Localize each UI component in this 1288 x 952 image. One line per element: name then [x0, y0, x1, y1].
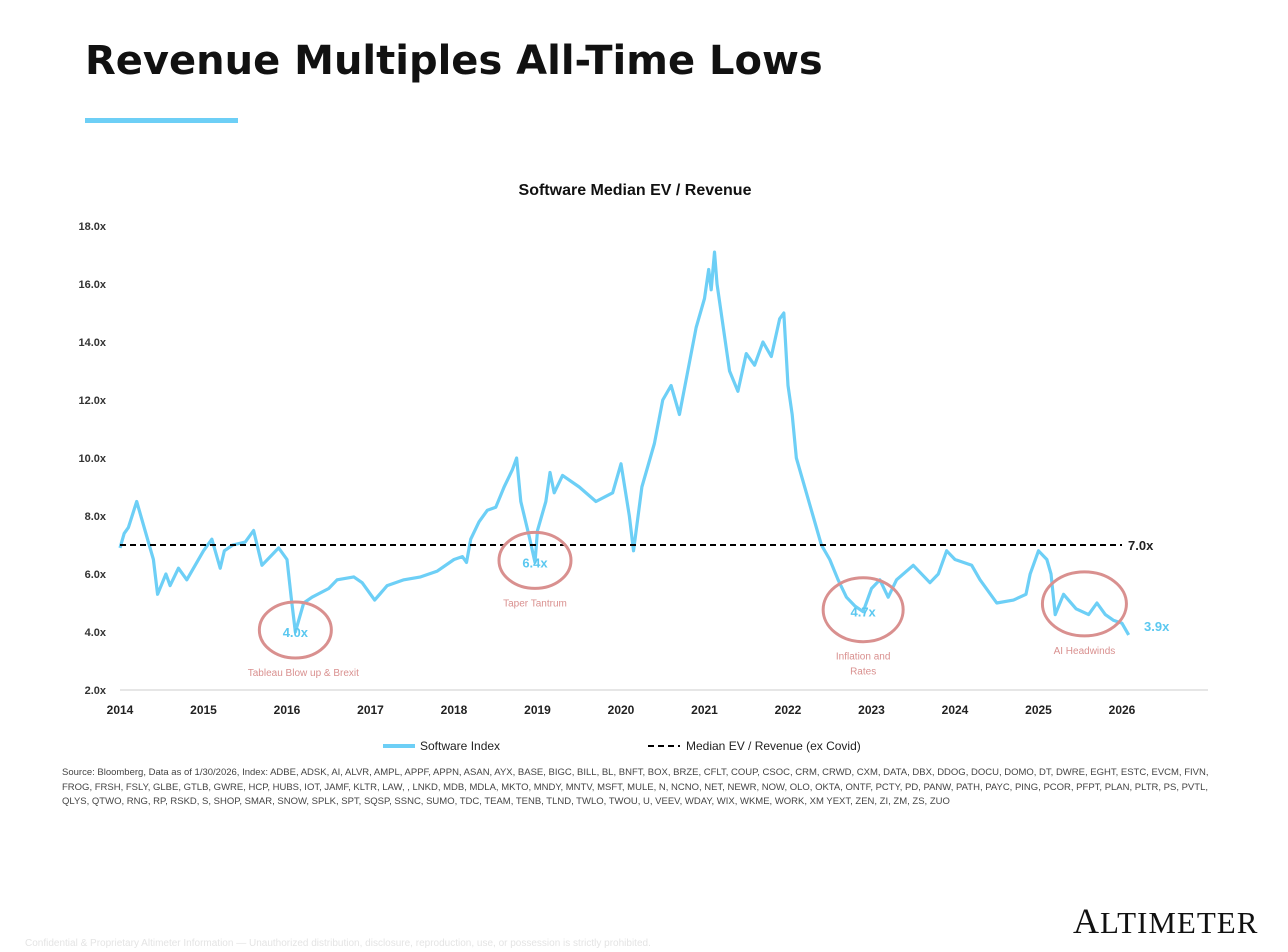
y-tick-label: 14.0x	[78, 337, 106, 349]
y-tick-label: 2.0x	[85, 685, 107, 697]
annotation-caption: Rates	[850, 667, 876, 678]
title-underline	[85, 118, 238, 123]
y-tick-label: 10.0x	[78, 453, 106, 465]
source-note: Source: Bloomberg, Data as of 1/30/2026,…	[62, 767, 1209, 807]
altimeter-logo: ALTIMETER	[1073, 901, 1259, 941]
annotation-value: 4.0x	[283, 625, 309, 640]
x-tick-label: 2020	[608, 703, 635, 717]
x-tick-label: 2025	[1025, 703, 1052, 717]
annotation-caption: Tableau Blow up & Brexit	[248, 668, 359, 679]
x-tick-label: 2023	[858, 703, 885, 717]
y-tick-label: 12.0x	[78, 395, 106, 407]
software-index-line	[118, 250, 1131, 636]
annotation-value: 6.4x	[522, 555, 548, 570]
annotation-circle	[497, 530, 573, 590]
x-tick-label: 2021	[691, 703, 718, 717]
y-tick-label: 6.0x	[85, 569, 107, 581]
y-tick-label: 8.0x	[85, 511, 107, 523]
annotation-caption: Taper Tantrum	[503, 598, 567, 609]
x-tick-label: 2026	[1109, 703, 1136, 717]
annotation-circle	[821, 576, 905, 644]
confidentiality-notice: Confidential & Proprietary Altimeter Inf…	[25, 938, 651, 949]
x-tick-label: 2014	[107, 703, 134, 717]
x-tick-label: 2024	[942, 703, 969, 717]
x-tick-label: 2022	[775, 703, 802, 717]
annotation-value: 4.7x	[850, 605, 876, 620]
annotation-caption: Inflation and	[836, 652, 891, 663]
chart-title: Software Median EV / Revenue	[519, 182, 752, 199]
annotation-caption: AI Headwinds	[1054, 646, 1116, 657]
x-tick-label: 2019	[524, 703, 551, 717]
last-value-label: 3.9x	[1144, 619, 1170, 634]
annotation-circle	[1040, 570, 1128, 638]
x-tick-label: 2018	[441, 703, 468, 717]
x-tick-label: 2017	[357, 703, 384, 717]
x-tick-label: 2016	[274, 703, 301, 717]
legend-label-median: Median EV / Revenue (ex Covid)	[686, 739, 861, 753]
page-title: Revenue Multiples All-Time Lows	[85, 38, 823, 84]
x-tick-label: 2015	[190, 703, 217, 717]
y-tick-label: 4.0x	[85, 627, 107, 639]
legend-label-software-index: Software Index	[420, 739, 500, 753]
median-value-label: 7.0x	[1128, 538, 1154, 553]
y-tick-label: 18.0x	[78, 221, 106, 233]
annotation-circle	[257, 600, 333, 660]
y-tick-label: 16.0x	[78, 279, 106, 291]
